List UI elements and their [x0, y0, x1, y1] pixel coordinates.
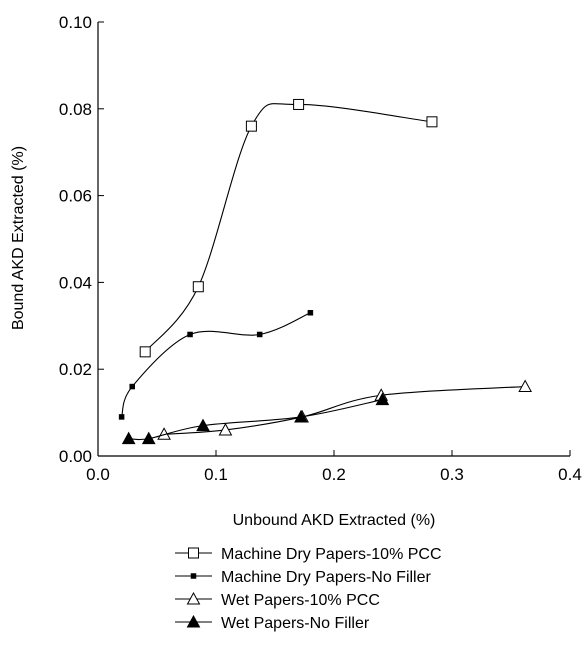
- legend: Machine Dry Papers-10% PCC Machine Dry Pa…: [175, 546, 442, 632]
- series-3: [157, 379, 533, 440]
- legend-label: Machine Dry Papers-10% PCC: [221, 546, 442, 563]
- x-tick-label: 0.4: [558, 465, 582, 484]
- data-point: [141, 431, 156, 445]
- y-tick-label: 0.08: [59, 100, 92, 119]
- y-tick-label: 0.04: [59, 273, 92, 292]
- legend-item: Machine Dry Papers-10% PCC: [175, 546, 442, 563]
- series-1: [139, 98, 438, 358]
- data-point: [192, 281, 204, 293]
- legend-item: Machine Dry Papers-No Filler: [175, 569, 432, 586]
- series-layer: [118, 98, 533, 445]
- data-point: [307, 310, 314, 316]
- legend-marker: [186, 614, 201, 628]
- legend-label: Wet Papers-10% PCC: [221, 592, 380, 609]
- series-3-line: [164, 386, 526, 435]
- data-point: [245, 120, 257, 132]
- data-point: [293, 98, 305, 110]
- data-point: [118, 414, 125, 420]
- data-point: [121, 431, 136, 445]
- data-point: [139, 346, 151, 358]
- legend-marker: [190, 573, 197, 579]
- y-tick-label: 0.02: [59, 360, 92, 379]
- x-tick-label: 0.0: [86, 465, 110, 484]
- series-2-line: [121, 312, 311, 418]
- data-point: [426, 116, 438, 128]
- legend-marker: [188, 547, 199, 559]
- legend-item: Wet Papers-No Filler: [175, 614, 370, 632]
- y-tick-label: 0.00: [59, 447, 92, 466]
- data-point: [218, 422, 233, 436]
- x-axis-title: Unbound AKD Extracted (%): [233, 512, 436, 529]
- series-2: [118, 310, 314, 420]
- x-tick-label: 0.1: [204, 465, 228, 484]
- x-tick-label: 0.3: [440, 465, 464, 484]
- data-point: [129, 383, 135, 390]
- series-4: [121, 392, 390, 445]
- legend-marker: [186, 591, 201, 605]
- legend-label: Wet Papers-No Filler: [221, 615, 370, 632]
- data-point: [375, 392, 390, 406]
- y-axis-title: Bound AKD Extracted (%): [10, 146, 27, 330]
- x-tick-label: 0.2: [322, 465, 346, 484]
- y-tick-label: 0.10: [59, 13, 92, 32]
- data-point: [196, 418, 210, 432]
- y-tick-label: 0.06: [59, 187, 92, 206]
- data-point: [256, 331, 263, 338]
- series-1-line: [144, 103, 433, 353]
- series-4-line: [128, 399, 383, 441]
- data-point: [187, 331, 193, 338]
- data-point: [294, 409, 308, 423]
- legend-item: Wet Papers-10% PCC: [175, 591, 380, 609]
- axes: 0.00 0.02 0.04 0.06 0.08 0.10 0.0 0.1 0.2 0.3 0.4: [59, 13, 582, 484]
- legend-label: Machine Dry Papers-No Filler: [221, 569, 432, 586]
- data-point: [518, 379, 533, 393]
